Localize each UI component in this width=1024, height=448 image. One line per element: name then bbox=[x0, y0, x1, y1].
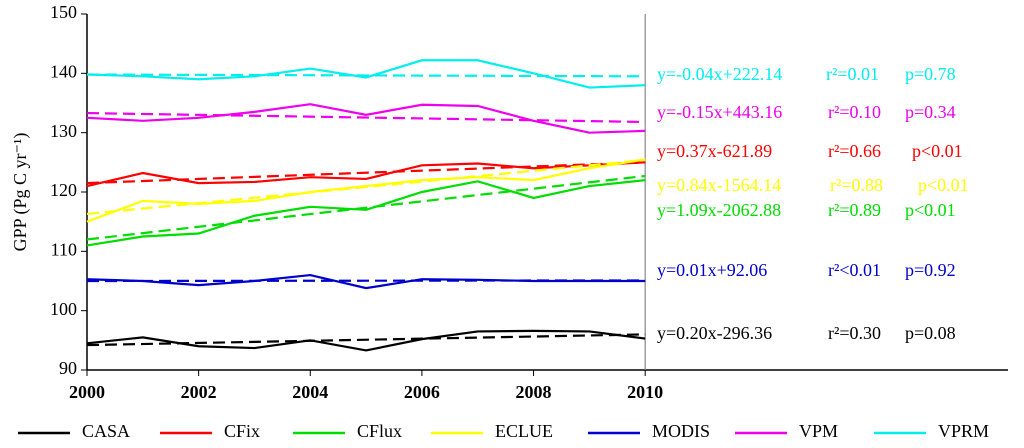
y-tick-label: 140 bbox=[50, 61, 77, 81]
legend-label: CFix bbox=[224, 421, 260, 441]
x-tick-label: 2008 bbox=[516, 382, 552, 402]
legend-label: MODIS bbox=[652, 421, 710, 441]
p-value: p=0.34 bbox=[905, 102, 956, 122]
trend-line bbox=[86, 161, 646, 185]
y-axis-label: GPP (Pg C yr⁻¹) bbox=[10, 133, 31, 252]
trend-line bbox=[86, 333, 646, 347]
equation: y=1.09x-2062.88 bbox=[657, 200, 781, 220]
trend-line bbox=[86, 111, 646, 124]
y-tick-label: 110 bbox=[51, 239, 77, 259]
r-squared: r²=0.66 bbox=[828, 141, 881, 161]
trend-line bbox=[86, 158, 646, 216]
series-line bbox=[86, 179, 646, 247]
r-squared: r²<0.01 bbox=[828, 260, 881, 280]
trend-line bbox=[86, 174, 646, 241]
x-tick-label: 2004 bbox=[292, 382, 328, 402]
equation: y=0.37x-621.89 bbox=[657, 141, 772, 161]
p-value: p<0.01 bbox=[912, 141, 963, 161]
r-squared: r²=0.89 bbox=[828, 200, 881, 220]
y-tick-label: 150 bbox=[50, 2, 77, 22]
x-tick-label: 2006 bbox=[404, 382, 440, 402]
legend-label: VPRM bbox=[938, 421, 989, 441]
x-tick-label: 2000 bbox=[69, 382, 105, 402]
equation: y=0.20x-296.36 bbox=[657, 323, 772, 343]
y-tick-label: 90 bbox=[59, 358, 77, 378]
trend-line bbox=[86, 279, 646, 283]
y-tick-label: 120 bbox=[50, 180, 77, 200]
r-squared: r²=0.30 bbox=[828, 323, 881, 343]
r-squared: r²=0.10 bbox=[828, 102, 881, 122]
equation: y=0.84x-1564.14 bbox=[657, 175, 781, 195]
p-value: p<0.01 bbox=[918, 175, 969, 195]
series-line bbox=[86, 59, 646, 89]
x-tick-label: 2002 bbox=[181, 382, 217, 402]
equation: y=0.01x+92.06 bbox=[657, 260, 767, 280]
legend-label: VPM bbox=[799, 421, 838, 441]
x-tick-label: 2010 bbox=[627, 382, 663, 402]
series-line bbox=[86, 273, 646, 290]
p-value: p=0.92 bbox=[905, 260, 956, 280]
legend-label: CFlux bbox=[357, 421, 402, 441]
series-line bbox=[86, 103, 646, 134]
y-tick-label: 130 bbox=[50, 121, 77, 141]
legend-label: CASA bbox=[82, 421, 130, 441]
r-squared: r²=0.88 bbox=[830, 175, 883, 195]
r-squared: r²=0.01 bbox=[826, 64, 879, 84]
p-value: p=0.08 bbox=[905, 323, 956, 343]
p-value: p<0.01 bbox=[905, 200, 956, 220]
y-tick-label: 100 bbox=[50, 299, 77, 319]
trend-line bbox=[86, 73, 646, 78]
p-value: p=0.78 bbox=[905, 64, 956, 84]
equation: y=-0.15x+443.16 bbox=[657, 102, 782, 122]
legend-label: ECLUE bbox=[495, 421, 553, 441]
equation: y=-0.04x+222.14 bbox=[657, 64, 782, 84]
